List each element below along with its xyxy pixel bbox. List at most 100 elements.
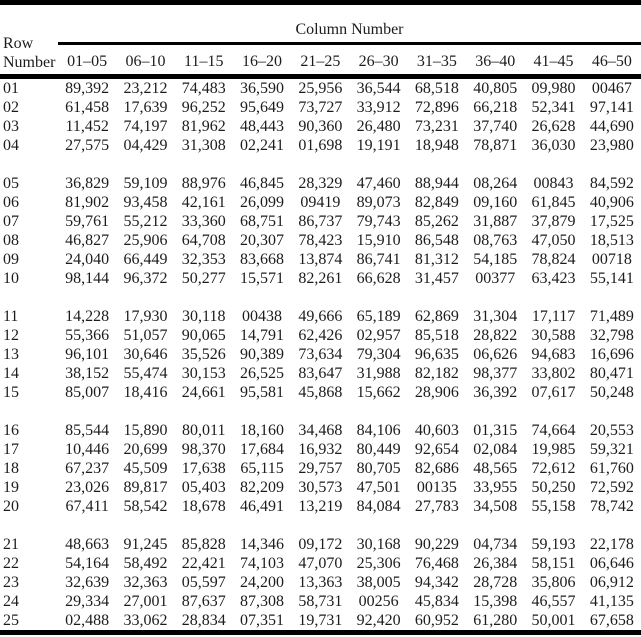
value-cell: 92,420: [356, 612, 401, 629]
value-cell: 74,103: [240, 555, 285, 572]
value-cell: 82,849: [414, 194, 459, 211]
value-cell: 90,229: [414, 536, 459, 553]
value-cell: 49,666: [298, 308, 343, 325]
value-cell: 79,743: [356, 213, 401, 230]
value-cell: 30,118: [182, 308, 226, 325]
value-cell: 59,761: [65, 213, 110, 230]
value-cell: 28,906: [414, 384, 459, 401]
value-cell: 01,315: [473, 422, 518, 439]
value-cell: 25,906: [123, 232, 168, 249]
value-cell: 17,117: [531, 308, 576, 325]
value-cell: 15,571: [240, 270, 285, 287]
value-cell: 61,280: [473, 612, 518, 629]
value-cell: 80,705: [356, 460, 401, 477]
value-cell: 85,262: [414, 213, 459, 230]
value-cell: 72,592: [589, 479, 634, 496]
value-cell: 94,342: [414, 574, 459, 591]
value-cell: 22,421: [181, 555, 226, 572]
value-cell: 26,480: [356, 118, 401, 135]
value-cell: 00843: [533, 175, 574, 192]
table-row: 14 38,152 55,474 30,153 26,525 83,647 31,988 82…: [0, 364, 641, 383]
value-cell: 09,160: [473, 194, 518, 211]
column-header-21-25: 21–25: [300, 53, 341, 70]
value-cell: 74,664: [531, 422, 576, 439]
table-row: 11 14,228 17,930 30,118 00438 49,666 65,189 62,…: [0, 307, 641, 326]
value-cell: 27,001: [123, 593, 168, 610]
value-cell: 26,099: [240, 194, 285, 211]
column-header-01-05: 01–05: [67, 53, 108, 70]
value-cell: 73,231: [414, 118, 459, 135]
value-cell: 00377: [475, 270, 516, 287]
value-cell: 28,728: [473, 574, 518, 591]
value-cell: 51,057: [123, 327, 168, 344]
value-cell: 86,737: [298, 213, 343, 230]
group-spacer-row: [0, 402, 641, 421]
table-row: 21 48,663 91,245 85,828 14,346 09,172 30,168 90…: [0, 535, 641, 554]
value-cell: 00135: [416, 479, 457, 496]
table-row: 16 85,544 15,890 80,011 18,160 34,468 84,106 40…: [0, 421, 641, 440]
value-cell: 79,304: [356, 346, 401, 363]
row-number-cell: 21: [3, 536, 19, 553]
value-cell: 18,160: [240, 422, 285, 439]
value-cell: 17,638: [181, 460, 226, 477]
value-cell: 74,483: [181, 80, 226, 97]
value-cell: 04,429: [123, 137, 168, 154]
value-cell: 89,817: [123, 479, 168, 496]
table-row: 23 32,639 32,363 05,597 24,200 13,363 38,005 94…: [0, 573, 641, 592]
value-cell: 81,962: [181, 118, 226, 135]
value-cell: 92,654: [414, 441, 459, 458]
value-cell: 64,708: [181, 232, 226, 249]
value-cell: 18,416: [123, 384, 168, 401]
value-cell: 96,635: [414, 346, 459, 363]
value-cell: 36,030: [531, 137, 576, 154]
value-cell: 27,575: [65, 137, 110, 154]
value-cell: 61,760: [589, 460, 634, 477]
value-cell: 36,829: [65, 175, 110, 192]
value-cell: 95,649: [240, 99, 285, 116]
value-cell: 58,731: [298, 593, 343, 610]
value-cell: 27,783: [414, 498, 459, 515]
row-number-cell: 23: [3, 574, 19, 591]
value-cell: 98,370: [181, 441, 226, 458]
value-cell: 78,742: [589, 498, 634, 515]
value-cell: 28,822: [473, 327, 518, 344]
column-header-26-30: 26–30: [358, 53, 399, 70]
value-cell: 62,869: [414, 308, 459, 325]
value-cell: 98,377: [473, 365, 518, 382]
value-cell: 41,135: [589, 593, 634, 610]
table-row: 17 10,446 20,699 98,370 17,684 16,932 80,449 92…: [0, 440, 641, 459]
value-cell: 55,158: [531, 498, 576, 515]
row-number-cell: 17: [3, 441, 19, 458]
value-cell: 76,468: [414, 555, 459, 572]
group-spacer-row: [0, 288, 641, 307]
value-cell: 63,423: [531, 270, 576, 287]
row-number-cell: 12: [3, 327, 19, 344]
value-cell: 46,827: [65, 232, 110, 249]
value-cell: 09,980: [531, 80, 576, 97]
value-cell: 36,544: [356, 80, 401, 97]
value-cell: 45,868: [298, 384, 343, 401]
value-cell: 19,191: [356, 137, 401, 154]
value-cell: 97,141: [589, 99, 634, 116]
value-cell: 32,353: [181, 251, 226, 268]
table-row: 07 59,761 55,212 33,360 68,751 86,737 79,743 85…: [0, 212, 641, 231]
value-cell: 81,312: [414, 251, 459, 268]
value-cell: 34,468: [298, 422, 343, 439]
value-cell: 37,879: [531, 213, 576, 230]
table-row: 05 36,829 59,109 88,976 46,845 28,329 47,460 88…: [0, 174, 641, 193]
value-cell: 65,189: [356, 308, 401, 325]
value-cell: 47,070: [298, 555, 343, 572]
column-header-36-40: 36–40: [475, 53, 516, 70]
value-cell: 30,153: [181, 365, 226, 382]
value-cell: 71,489: [589, 308, 634, 325]
value-cell: 96,252: [181, 99, 226, 116]
value-cell: 33,802: [531, 365, 576, 382]
table-row: 19 23,026 89,817 05,403 82,209 30,573 47,501 00…: [0, 478, 641, 497]
value-cell: 06,912: [589, 574, 634, 591]
value-cell: 13,219: [298, 498, 343, 515]
table-body: 01 89,392 23,212 74,483 36,590 25,956 36,544 68…: [0, 77, 641, 633]
value-cell: 34,508: [473, 498, 518, 515]
value-cell: 02,084: [473, 441, 518, 458]
value-cell: 87,637: [181, 593, 226, 610]
table-row: 04 27,575 04,429 31,308 02,241 01,698 19,191 18…: [0, 136, 641, 155]
